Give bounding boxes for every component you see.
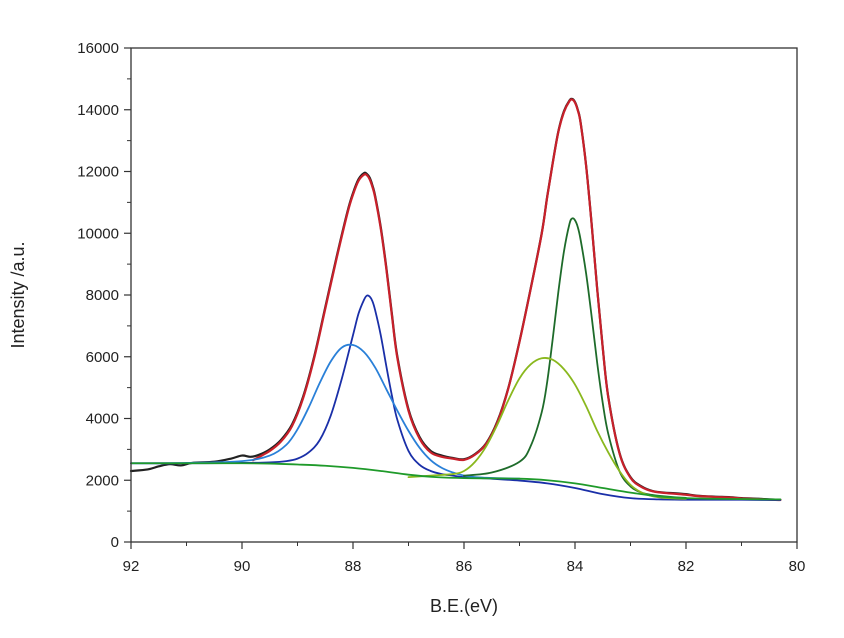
y-tick-label: 4000	[86, 411, 119, 428]
y-axis-title: Intensity /a.u.	[8, 241, 28, 348]
y-axis: 0 2000 4000 6000 8000 10000 12000 14000 16000	[77, 40, 131, 551]
series-line-peak-2-broad	[407, 357, 687, 500]
series-line-background	[130, 462, 782, 501]
series-line-envelope-fit	[252, 98, 782, 502]
y-tick-label: 0	[111, 534, 119, 551]
x-tick-label: 90	[234, 558, 251, 575]
y-tick-label: 12000	[77, 164, 119, 181]
y-tick-label: 6000	[86, 349, 119, 366]
y-tick-label: 14000	[77, 102, 119, 119]
x-tick-label: 80	[789, 558, 806, 575]
x-tick-label: 92	[123, 558, 140, 575]
series-layer	[129, 97, 782, 502]
x-axis-title: B.E.(eV)	[430, 596, 498, 616]
y-tick-label: 2000	[86, 472, 119, 489]
series-line-peak-1-broad	[130, 343, 521, 480]
y-tick-label: 16000	[77, 40, 119, 57]
y-tick-label: 8000	[86, 287, 119, 304]
series-line-peak-1-narrow	[130, 294, 782, 501]
x-tick-label: 84	[567, 558, 584, 575]
x-tick-label: 82	[678, 558, 695, 575]
y-tick-label: 10000	[77, 225, 119, 242]
x-axis: 92 90 88 86 84 82 80	[123, 542, 806, 575]
x-tick-label: 88	[345, 558, 362, 575]
x-tick-label: 86	[456, 558, 473, 575]
